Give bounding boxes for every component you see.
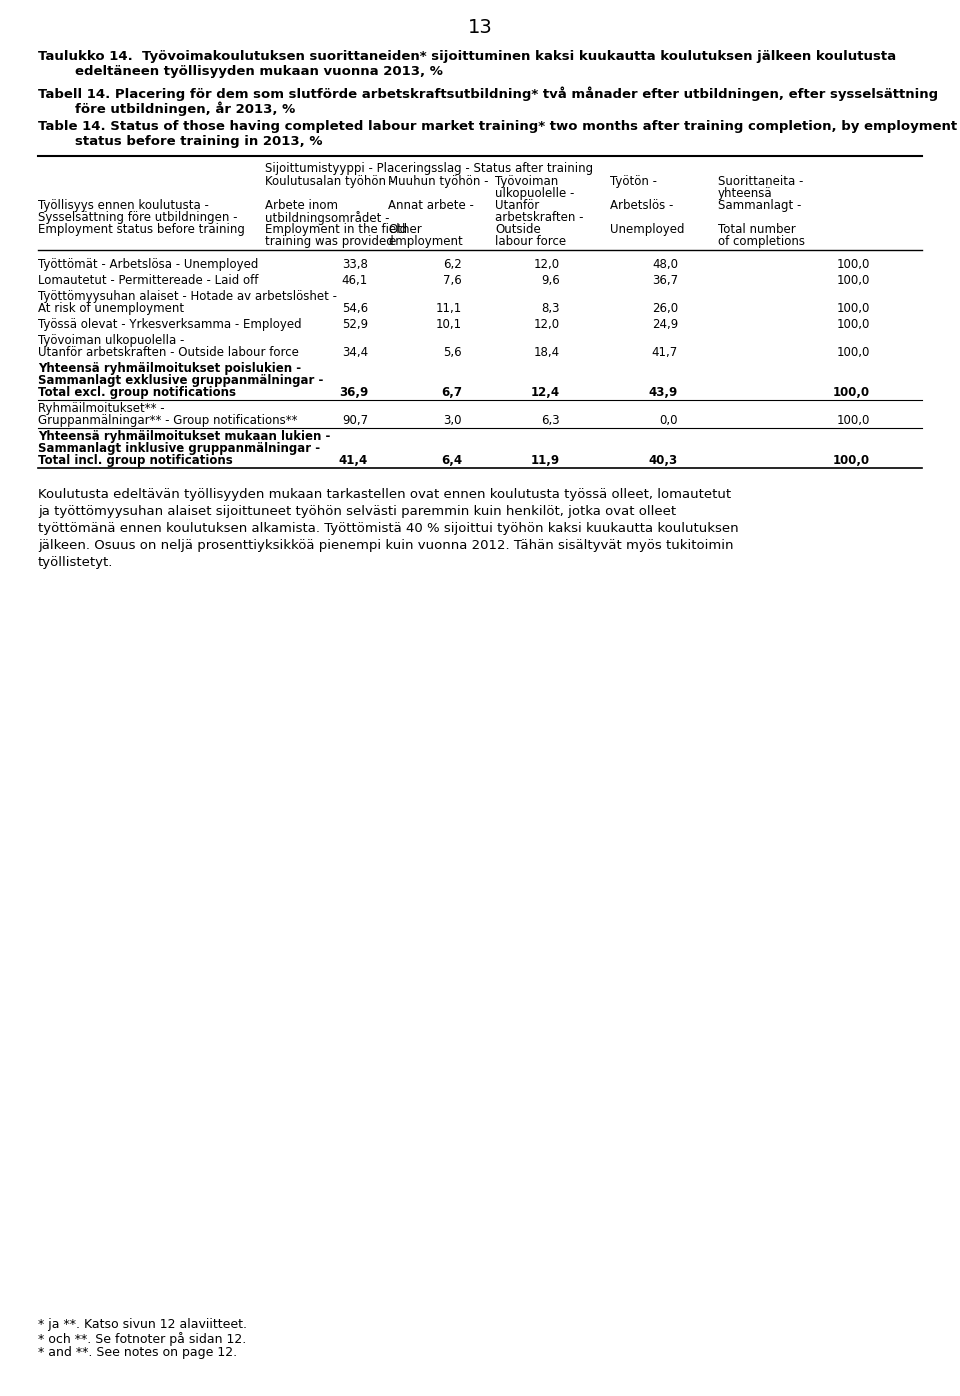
Text: Employment in the field: Employment in the field [265, 223, 407, 236]
Text: Työssä olevat - Yrkesverksamma - Employed: Työssä olevat - Yrkesverksamma - Employe… [38, 318, 301, 331]
Text: 12,4: 12,4 [531, 387, 560, 399]
Text: 26,0: 26,0 [652, 302, 678, 315]
Text: status before training in 2013, %: status before training in 2013, % [38, 135, 323, 148]
Text: ulkopuolelle -: ulkopuolelle - [495, 187, 574, 200]
Text: Työvoiman: Työvoiman [495, 174, 559, 188]
Text: of completions: of completions [718, 235, 805, 248]
Text: 100,0: 100,0 [833, 454, 870, 468]
Text: 100,0: 100,0 [836, 258, 870, 271]
Text: 8,3: 8,3 [541, 302, 560, 315]
Text: * and **. See notes on page 12.: * and **. See notes on page 12. [38, 1346, 237, 1358]
Text: 48,0: 48,0 [652, 258, 678, 271]
Text: Työvoiman ulkopuolella -: Työvoiman ulkopuolella - [38, 334, 184, 348]
Text: Outside: Outside [495, 223, 540, 236]
Text: Total number: Total number [718, 223, 796, 236]
Text: Utanför arbetskraften - Outside labour force: Utanför arbetskraften - Outside labour f… [38, 346, 299, 359]
Text: työllistetyt.: työllistetyt. [38, 556, 113, 570]
Text: Työttömyysuhan alaiset - Hotade av arbetslöshet -: Työttömyysuhan alaiset - Hotade av arbet… [38, 290, 337, 303]
Text: 10,1: 10,1 [436, 318, 462, 331]
Text: 3,0: 3,0 [444, 415, 462, 427]
Text: Ryhmäilmoitukset** -: Ryhmäilmoitukset** - [38, 402, 164, 415]
Text: 54,6: 54,6 [342, 302, 368, 315]
Text: 6,4: 6,4 [441, 454, 462, 468]
Text: Lomautetut - Permittereade - Laid off: Lomautetut - Permittereade - Laid off [38, 274, 258, 288]
Text: 100,0: 100,0 [833, 387, 870, 399]
Text: Total excl. group notifications: Total excl. group notifications [38, 387, 236, 399]
Text: 6,3: 6,3 [541, 415, 560, 427]
Text: Työttömät - Arbetslösa - Unemployed: Työttömät - Arbetslösa - Unemployed [38, 258, 258, 271]
Text: Other: Other [388, 223, 421, 236]
Text: 90,7: 90,7 [342, 415, 368, 427]
Text: jälkeen. Osuus on neljä prosenttiyksikköä pienempi kuin vuonna 2012. Tähän sisäl: jälkeen. Osuus on neljä prosenttiyksikkö… [38, 539, 733, 551]
Text: utbildningsområdet -: utbildningsområdet - [265, 211, 390, 225]
Text: Muuhun työhön -: Muuhun työhön - [388, 174, 489, 188]
Text: ja työttömyysuhan alaiset sijoittuneet työhön selvästi paremmin kuin henkilöt, j: ja työttömyysuhan alaiset sijoittuneet t… [38, 505, 676, 518]
Text: training was provided: training was provided [265, 235, 394, 248]
Text: Yhteensä ryhmäilmoitukset poislukien -: Yhteensä ryhmäilmoitukset poislukien - [38, 362, 301, 376]
Text: 6,2: 6,2 [444, 258, 462, 271]
Text: 11,1: 11,1 [436, 302, 462, 315]
Text: 46,1: 46,1 [342, 274, 368, 288]
Text: 33,8: 33,8 [342, 258, 368, 271]
Text: edeltäneen työllisyyden mukaan vuonna 2013, %: edeltäneen työllisyyden mukaan vuonna 20… [38, 66, 443, 78]
Text: Sysselsättning före utbildningen -: Sysselsättning före utbildningen - [38, 211, 237, 223]
Text: Annat arbete -: Annat arbete - [388, 200, 474, 212]
Text: At risk of unemployment: At risk of unemployment [38, 302, 184, 315]
Text: 34,4: 34,4 [342, 346, 368, 359]
Text: Sijoittumistyyppi - Placeringsslag - Status after training: Sijoittumistyyppi - Placeringsslag - Sta… [265, 162, 593, 174]
Text: Unemployed: Unemployed [610, 223, 684, 236]
Text: 36,7: 36,7 [652, 274, 678, 288]
Text: * och **. Se fotnoter på sidan 12.: * och **. Se fotnoter på sidan 12. [38, 1332, 247, 1346]
Text: Suorittaneita -: Suorittaneita - [718, 174, 804, 188]
Text: Koulutusalan työhön -: Koulutusalan työhön - [265, 174, 395, 188]
Text: yhteensä: yhteensä [718, 187, 773, 200]
Text: Työtön -: Työtön - [610, 174, 657, 188]
Text: 100,0: 100,0 [836, 346, 870, 359]
Text: Työllisyys ennen koulutusta -: Työllisyys ennen koulutusta - [38, 200, 209, 212]
Text: 12,0: 12,0 [534, 258, 560, 271]
Text: Utanför: Utanför [495, 200, 540, 212]
Text: 0,0: 0,0 [660, 415, 678, 427]
Text: 100,0: 100,0 [836, 318, 870, 331]
Text: Yhteensä ryhmäilmoitukset mukaan lukien -: Yhteensä ryhmäilmoitukset mukaan lukien … [38, 430, 330, 443]
Text: labour force: labour force [495, 235, 566, 248]
Text: 5,6: 5,6 [444, 346, 462, 359]
Text: 13: 13 [468, 18, 492, 38]
Text: 11,9: 11,9 [531, 454, 560, 468]
Text: 43,9: 43,9 [649, 387, 678, 399]
Text: 100,0: 100,0 [836, 415, 870, 427]
Text: 40,3: 40,3 [649, 454, 678, 468]
Text: 100,0: 100,0 [836, 274, 870, 288]
Text: 18,4: 18,4 [534, 346, 560, 359]
Text: 36,9: 36,9 [339, 387, 368, 399]
Text: Gruppanmälningar** - Group notifications**: Gruppanmälningar** - Group notifications… [38, 415, 298, 427]
Text: 12,0: 12,0 [534, 318, 560, 331]
Text: arbetskraften -: arbetskraften - [495, 211, 584, 223]
Text: * ja **. Katso sivun 12 alaviitteet.: * ja **. Katso sivun 12 alaviitteet. [38, 1318, 247, 1330]
Text: Koulutusta edeltävän työllisyyden mukaan tarkastellen ovat ennen koulutusta työs: Koulutusta edeltävän työllisyyden mukaan… [38, 489, 732, 501]
Text: employment: employment [388, 235, 463, 248]
Text: 24,9: 24,9 [652, 318, 678, 331]
Text: 52,9: 52,9 [342, 318, 368, 331]
Text: före utbildningen, år 2013, %: före utbildningen, år 2013, % [38, 101, 296, 116]
Text: 9,6: 9,6 [541, 274, 560, 288]
Text: Sammanlagt inklusive gruppanmälningar -: Sammanlagt inklusive gruppanmälningar - [38, 443, 320, 455]
Text: Total incl. group notifications: Total incl. group notifications [38, 454, 232, 468]
Text: Sammanlagt exklusive gruppanmälningar -: Sammanlagt exklusive gruppanmälningar - [38, 374, 324, 387]
Text: 41,4: 41,4 [339, 454, 368, 468]
Text: Tabell 14. Placering för dem som slutförde arbetskraftsutbildning* två månader e: Tabell 14. Placering för dem som slutför… [38, 87, 938, 101]
Text: Arbetslös -: Arbetslös - [610, 200, 673, 212]
Text: työttömänä ennen koulutuksen alkamista. Työttömistä 40 % sijoittui työhön kaksi : työttömänä ennen koulutuksen alkamista. … [38, 522, 738, 535]
Text: Employment status before training: Employment status before training [38, 223, 245, 236]
Text: Arbete inom: Arbete inom [265, 200, 338, 212]
Text: 41,7: 41,7 [652, 346, 678, 359]
Text: Table 14. Status of those having completed labour market training* two months af: Table 14. Status of those having complet… [38, 120, 957, 133]
Text: 7,6: 7,6 [444, 274, 462, 288]
Text: 6,7: 6,7 [441, 387, 462, 399]
Text: 100,0: 100,0 [836, 302, 870, 315]
Text: Sammanlagt -: Sammanlagt - [718, 200, 802, 212]
Text: Taulukko 14.  Työvoimakoulutuksen suorittaneiden* sijoittuminen kaksi kuukautta : Taulukko 14. Työvoimakoulutuksen suoritt… [38, 50, 896, 63]
